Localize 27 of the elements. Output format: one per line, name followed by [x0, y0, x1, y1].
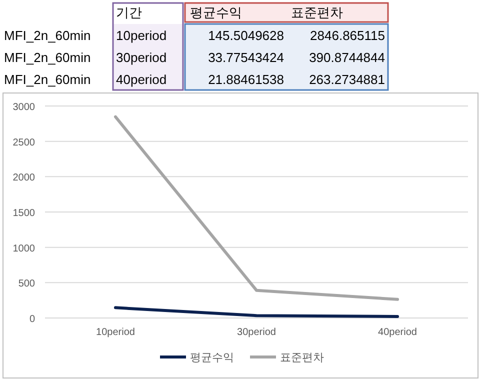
y-tick-label: 2000	[12, 172, 36, 184]
y-tick-label: 0	[29, 314, 36, 325]
text: 33.77543424	[208, 50, 284, 65]
text: 145.5049628	[208, 28, 284, 43]
legend-label: 표준편차	[280, 352, 324, 364]
text: 30period	[116, 50, 167, 65]
text: 표준편차	[291, 5, 343, 20]
text: MFI_2n_60min	[4, 72, 91, 87]
y-tick-label: 1500	[12, 208, 36, 219]
x-tick-label: 10period	[96, 327, 135, 338]
text: 21.88461538	[208, 72, 284, 87]
text: 40period	[116, 72, 167, 87]
x-tick-label: 40period	[378, 327, 417, 338]
y-tick-label: 500	[18, 278, 36, 290]
text: 평균수익	[190, 5, 242, 20]
text: 기간	[116, 5, 142, 20]
x-tick-label: 30period	[237, 327, 276, 338]
text: 390.8744844	[309, 50, 385, 65]
y-tick-label: 1000	[12, 243, 36, 254]
legend-label: 평균수익	[190, 352, 234, 364]
text: MFI_2n_60min	[4, 28, 91, 43]
text: 10period	[116, 28, 167, 43]
y-tick-label: 3000	[12, 102, 36, 113]
text: MFI_2n_60min	[4, 50, 91, 65]
y-tick-label: 2500	[12, 137, 36, 148]
text: 2846.865115	[310, 28, 385, 43]
text: 263.2734881	[309, 72, 385, 87]
